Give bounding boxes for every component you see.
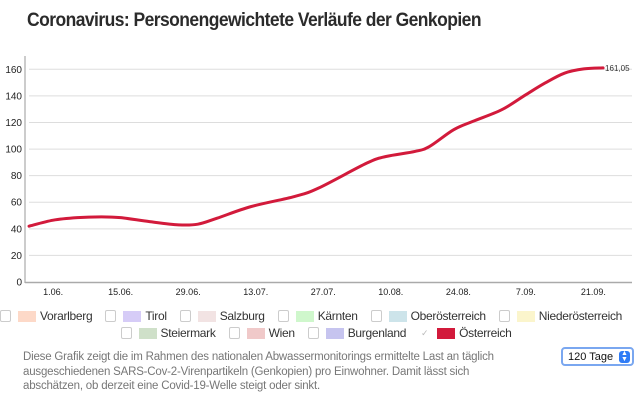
- legend-swatch: [437, 327, 456, 339]
- legend-checkbox[interactable]: [120, 327, 132, 339]
- legend-item[interactable]: Tirol: [105, 309, 167, 323]
- legend-item[interactable]: Salzburg: [179, 309, 265, 323]
- legend-label: Burgenland: [347, 326, 407, 340]
- line-chart: 0 20 40 60 80 100 120 140 160 1.06. 15.06. 29.06. 13…: [5, 56, 632, 297]
- legend-swatch: [516, 310, 535, 322]
- legend-label: Salzburg: [219, 309, 265, 323]
- legend-checkbox[interactable]: [105, 310, 117, 322]
- legend-item[interactable]: Steiermark: [120, 326, 216, 340]
- legend-label: Steiermark: [160, 326, 216, 340]
- y-tick-label: 120: [5, 118, 22, 129]
- legend-label: Oberösterreich: [410, 309, 486, 323]
- legend-checkbox[interactable]: [228, 327, 240, 339]
- x-tick-label: 15.06.: [108, 287, 133, 297]
- x-tick-label: 21.09.: [581, 287, 606, 297]
- legend-label: Kärnten: [317, 309, 358, 323]
- range-select[interactable]: 120 Tage ▲ ▼: [561, 347, 634, 366]
- legend-item[interactable]: ✓ Österreich: [419, 326, 512, 340]
- legend-checkbox[interactable]: ✓: [420, 328, 429, 338]
- legend-label: Tirol: [145, 309, 167, 323]
- x-tick-label: 10.08.: [378, 287, 403, 297]
- range-select-value: 120 Tage: [568, 350, 614, 363]
- legend-row: Vorarlberg Tirol Salzburg Kärnten Oberösterr…: [0, 309, 635, 323]
- legend-checkbox[interactable]: [370, 310, 382, 322]
- chart-title: Coronavirus: Personengewichtete Verläufe…: [27, 10, 482, 31]
- x-tick-label: 29.06.: [176, 287, 201, 297]
- legend-checkbox[interactable]: [0, 310, 11, 322]
- x-tick-label: 13.07.: [243, 287, 268, 297]
- legend-row: Steiermark Wien Burgenland ✓ Österreich: [0, 326, 635, 340]
- legend-checkbox[interactable]: [179, 310, 191, 322]
- x-tick-label: 27.07.: [311, 287, 336, 297]
- legend-item[interactable]: Oberösterreich: [370, 309, 486, 323]
- x-tick-label: 24.08.: [446, 287, 471, 297]
- end-value-label: 161,05: [605, 64, 630, 73]
- legend-checkbox[interactable]: [277, 310, 289, 322]
- chart-description: Diese Grafik zeigt die im Rahmen des nat…: [23, 351, 494, 392]
- x-tick-label: 1.06.: [43, 287, 63, 297]
- y-tick-label: 140: [5, 91, 22, 102]
- legend-checkbox[interactable]: [307, 327, 319, 339]
- legend-item[interactable]: Kärnten: [277, 309, 358, 323]
- legend-item[interactable]: Vorarlberg: [0, 309, 93, 323]
- legend-item[interactable]: Niederösterreich: [498, 309, 623, 323]
- y-tick-label: 60: [11, 198, 23, 209]
- legend-swatch: [197, 310, 216, 322]
- y-tick-label: 80: [11, 171, 23, 182]
- legend-swatch: [123, 310, 142, 322]
- y-tick-label: 20: [11, 251, 23, 262]
- legend-swatch: [17, 310, 36, 322]
- x-tick-label: 7.09.: [516, 287, 536, 297]
- legend-swatch: [295, 310, 314, 322]
- y-tick-label: 100: [5, 145, 22, 156]
- legend-label: Vorarlberg: [39, 309, 93, 323]
- legend-swatch: [325, 327, 344, 339]
- legend-label: Österreich: [459, 326, 512, 340]
- legend-checkbox[interactable]: [498, 310, 510, 322]
- legend-swatch: [138, 327, 157, 339]
- legend-item[interactable]: Wien: [228, 326, 295, 340]
- legend-item[interactable]: Burgenland: [307, 326, 407, 340]
- legend-label: Niederösterreich: [538, 309, 623, 323]
- series-line-österreich: [27, 66, 605, 228]
- legend-label: Wien: [268, 326, 295, 340]
- y-tick-label: 160: [5, 65, 22, 76]
- legend-swatch: [246, 327, 265, 339]
- legend-swatch: [388, 310, 407, 322]
- select-arrows-icon: ▲ ▼: [619, 350, 630, 363]
- y-tick-label: 40: [11, 224, 23, 235]
- y-tick-label: 0: [16, 278, 22, 289]
